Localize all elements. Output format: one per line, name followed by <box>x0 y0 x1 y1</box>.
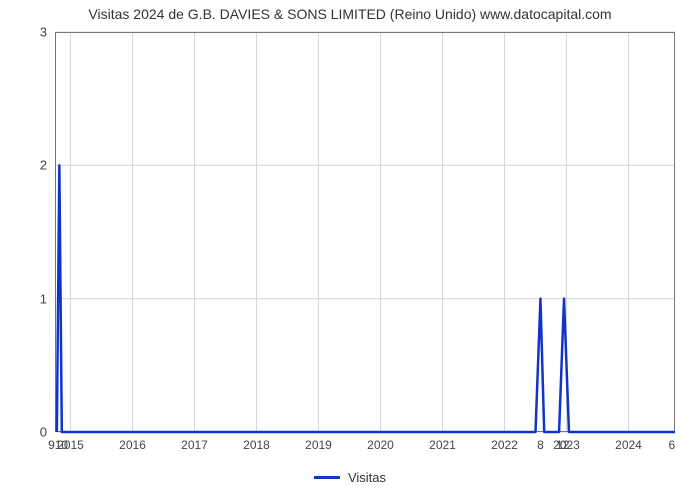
plot-svg <box>55 32 675 432</box>
x-tick-label: 2018 <box>243 432 270 452</box>
y-tick-label: 3 <box>40 25 55 40</box>
value-annotation: 12 <box>556 432 569 452</box>
x-tick-label: 2019 <box>305 432 332 452</box>
legend-label: Visitas <box>348 470 386 485</box>
value-annotation: 910 <box>48 432 68 452</box>
x-tick-label: 2017 <box>181 432 208 452</box>
plot-area: 0123201520162017201820192020202120222023… <box>55 32 675 432</box>
x-tick-label: 2021 <box>429 432 456 452</box>
value-annotation: 6 <box>669 432 676 452</box>
x-tick-label: 2020 <box>367 432 394 452</box>
value-annotation: 8 <box>537 432 544 452</box>
legend: Visitas <box>314 470 386 485</box>
x-tick-label: 2024 <box>615 432 642 452</box>
legend-swatch <box>314 476 340 479</box>
chart-container: Visitas 2024 de G.B. DAVIES & SONS LIMIT… <box>0 0 700 500</box>
y-tick-label: 1 <box>40 291 55 306</box>
x-tick-label: 2022 <box>491 432 518 452</box>
x-tick-label: 2016 <box>119 432 146 452</box>
chart-title: Visitas 2024 de G.B. DAVIES & SONS LIMIT… <box>0 6 700 22</box>
y-tick-label: 2 <box>40 158 55 173</box>
